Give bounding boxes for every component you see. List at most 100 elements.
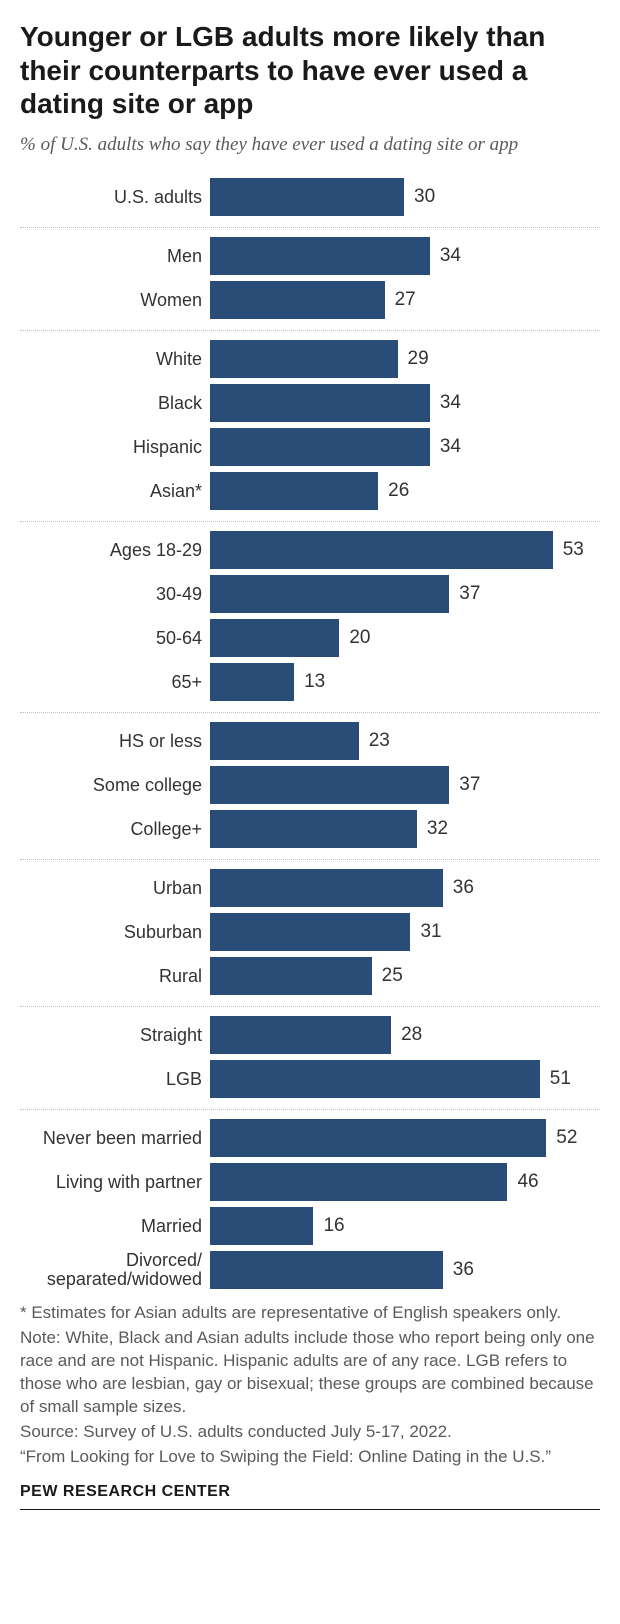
bar [210,1060,540,1098]
bar [210,619,339,657]
bar-group: White29Black34Hispanic34Asian*26 [20,337,600,513]
bar [210,722,359,760]
bar-label: Divorced/ separated/widowed [20,1251,210,1291]
bar-value: 51 [550,1068,571,1090]
bar-value: 20 [349,627,370,649]
bar [210,869,443,907]
bar-row: Asian*26 [20,469,600,513]
bar-row: College+32 [20,807,600,851]
bar-row: White 29 [20,337,600,381]
bar-area: 32 [210,807,600,851]
bar-row: Hispanic34 [20,425,600,469]
bar [210,428,430,466]
bar-row: LGB 51 [20,1057,600,1101]
bottom-rule [20,1509,600,1510]
bar [210,766,449,804]
chart-subtitle: % of U.S. adults who say they have ever … [20,133,600,158]
bar-area: 16 [210,1204,600,1248]
bar-area: 30 [210,175,600,219]
bar-group: Men34Women27 [20,234,600,322]
bar-label: 50-64 [20,629,210,649]
bar-label: Rural [20,967,210,987]
bar-row: Urban36 [20,866,600,910]
bar-area: 53 [210,528,600,572]
bar-row: Some college 37 [20,763,600,807]
bar-area: 36 [210,1248,600,1292]
bar-area: 34 [210,234,600,278]
bar-area: 27 [210,278,600,322]
bar-group: U.S. adults30 [20,175,600,219]
bar-label: Urban [20,879,210,899]
bar-value: 13 [304,671,325,693]
footnotes: * Estimates for Asian adults are represe… [20,1302,600,1469]
bar-group: Straight28LGB51 [20,1013,600,1101]
bar-area: 36 [210,866,600,910]
bar-value: 52 [556,1127,577,1149]
bar-area: 25 [210,954,600,998]
bar-area: 37 [210,572,600,616]
bar-area: 37 [210,763,600,807]
bar-area: 46 [210,1160,600,1204]
group-divider [20,330,600,331]
bar-value: 46 [517,1171,538,1193]
bar-value: 26 [388,480,409,502]
bar [210,237,430,275]
bar-area: 52 [210,1116,600,1160]
bar-group: HS or less 23 Some college 37 College+32 [20,719,600,851]
bar-label: Black [20,394,210,414]
bar-row: Women27 [20,278,600,322]
bar-row: HS or less 23 [20,719,600,763]
bar [210,178,404,216]
bar-area: 29 [210,337,600,381]
bar-label: Living with partner [20,1173,210,1193]
bar-label: LGB [20,1070,210,1090]
bar [210,1251,443,1289]
bar [210,1016,391,1054]
bar-row: Never been married52 [20,1116,600,1160]
bar-value: 23 [369,730,390,752]
bar-label: Women [20,291,210,311]
bar-value: 32 [427,818,448,840]
bar [210,913,410,951]
bar-value: 29 [408,348,429,370]
bar [210,575,449,613]
bar-chart: U.S. adults30Men34Women27White29Black34H… [20,175,600,1292]
bar-row: U.S. adults30 [20,175,600,219]
bar-area: 51 [210,1057,600,1101]
group-divider [20,227,600,228]
bar-label: Married [20,1217,210,1237]
group-divider [20,521,600,522]
bar-label: Suburban [20,923,210,943]
bar-row: Living with partner 46 [20,1160,600,1204]
bar-area: 28 [210,1013,600,1057]
bar-row: Men34 [20,234,600,278]
bar-group: Ages 18-295330-4937 50-64 20 65+ 13 [20,528,600,704]
bar-value: 28 [401,1024,422,1046]
group-divider [20,1109,600,1110]
bar [210,472,378,510]
bar [210,531,553,569]
bar-value: 30 [414,186,435,208]
bar-label: HS or less [20,732,210,752]
bar-value: 37 [459,774,480,796]
footnote-line: Note: White, Black and Asian adults incl… [20,1327,600,1419]
bar-row: Suburban31 [20,910,600,954]
bar-label: White [20,350,210,370]
bar-label: Men [20,247,210,267]
bar-row: 30-4937 [20,572,600,616]
bar-label: 65+ [20,673,210,693]
bar-value: 34 [440,436,461,458]
bar-value: 36 [453,1259,474,1281]
footnote-line: Source: Survey of U.S. adults conducted … [20,1421,600,1444]
bar-area: 20 [210,616,600,660]
bar-area: 34 [210,425,600,469]
group-divider [20,859,600,860]
bar [210,663,294,701]
bar [210,384,430,422]
bar-label: Some college [20,776,210,796]
footnote-line: * Estimates for Asian adults are represe… [20,1302,600,1325]
bar [210,1207,313,1245]
bar-row: 65+ 13 [20,660,600,704]
bar-label: Ages 18-29 [20,541,210,561]
bar-value: 34 [440,392,461,414]
